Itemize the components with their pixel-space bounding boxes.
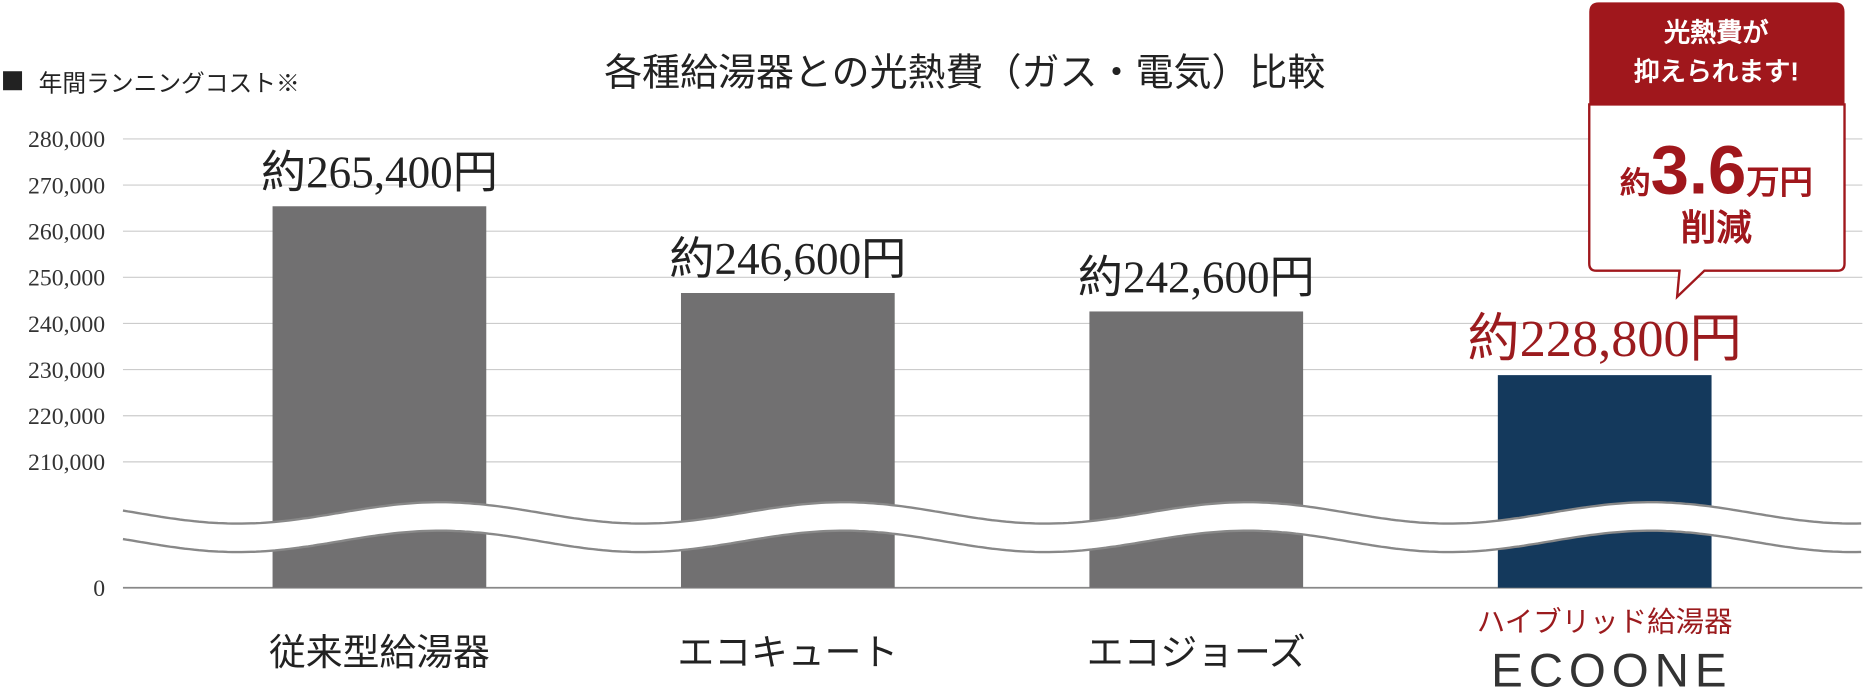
x-tick-label: エコジョーズ: [1087, 632, 1306, 673]
callout-unit: 万円: [1746, 165, 1812, 202]
value-label: 約265,400円: [261, 147, 498, 197]
callout-line: 光熱費が: [1663, 18, 1769, 48]
callout-amount: 約3.6万円: [1620, 132, 1813, 209]
bars: [272, 206, 1712, 588]
callout-header: [1589, 2, 1845, 105]
value-label: 約242,600円: [1078, 252, 1315, 302]
value-label: 約228,800円: [1468, 310, 1742, 368]
callout: 光熱費が 抑えられます! 約3.6万円 削減: [1588, 2, 1846, 300]
y-tick-label: 230,000: [28, 358, 105, 384]
y-tick-label: 260,000: [28, 219, 105, 245]
x-tick-label: 従来型給湯器: [269, 632, 490, 673]
y-tick-label: 280,000: [28, 127, 105, 153]
y-tick-label: 220,000: [28, 404, 105, 430]
chart-title: 各種給湯器との光熱費（ガス・電気）比較: [604, 52, 1325, 94]
callout-number: 3.6: [1651, 132, 1747, 209]
break-line: [122, 501, 1862, 525]
x-tick-label: エコキュート: [677, 632, 898, 673]
legend-square: [3, 71, 23, 91]
bar: [1497, 375, 1712, 588]
break-band: [120, 502, 1862, 553]
callout-body: [1588, 103, 1846, 300]
break-line: [122, 529, 1862, 554]
x-tick-label: ハイブリッド給湯器: [1477, 607, 1733, 639]
y-axis-label: 年間ランニングコスト※: [39, 70, 300, 97]
value-label: 約246,600円: [669, 234, 906, 284]
callout-prefix: 約: [1620, 166, 1651, 201]
callout-suffix: 削減: [1681, 208, 1753, 248]
y-tick-label: 270,000: [28, 173, 105, 199]
y-tick-label: 250,000: [28, 266, 105, 292]
y-tick-label: 240,000: [28, 312, 105, 338]
y-tick-label: 0: [93, 576, 105, 602]
brand-label: ECOONE: [1491, 644, 1732, 691]
axis-break: [120, 501, 1862, 554]
y-tick-label: 210,000: [28, 450, 105, 476]
callout-line: 抑えられます!: [1634, 57, 1799, 87]
